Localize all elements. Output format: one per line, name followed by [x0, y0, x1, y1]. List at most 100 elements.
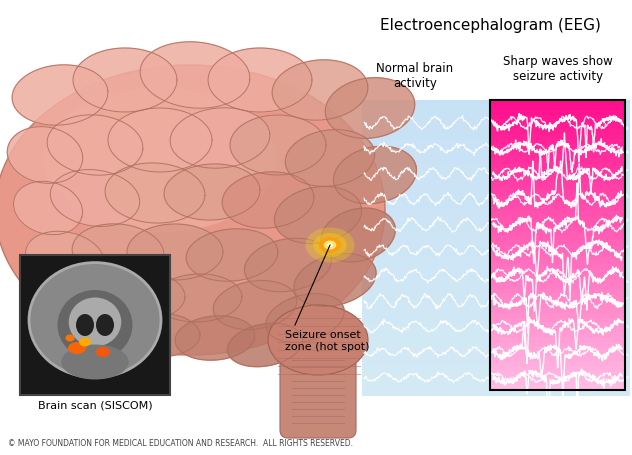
Polygon shape [62, 313, 138, 357]
Polygon shape [12, 65, 108, 125]
Ellipse shape [268, 305, 368, 375]
Polygon shape [228, 324, 303, 367]
Ellipse shape [313, 233, 347, 257]
Ellipse shape [29, 263, 161, 377]
Polygon shape [95, 270, 185, 320]
Bar [362, 380, 630, 386]
Text: Brain scan (SISCOM): Brain scan (SISCOM) [38, 401, 152, 411]
Bar [362, 144, 630, 150]
Polygon shape [266, 293, 344, 342]
Bar [362, 258, 630, 263]
Bar [490, 216, 625, 221]
Ellipse shape [79, 338, 91, 347]
Polygon shape [274, 187, 362, 243]
Bar [362, 272, 630, 278]
Bar [362, 115, 630, 120]
Bar [490, 163, 625, 168]
Bar [362, 297, 630, 302]
Bar [490, 172, 625, 178]
Bar [490, 250, 625, 255]
Ellipse shape [319, 237, 341, 253]
Bar [362, 188, 630, 194]
Bar [490, 177, 625, 182]
Polygon shape [105, 163, 205, 223]
Bar [490, 119, 625, 125]
Text: © MAYO FOUNDATION FOR MEDICAL EDUCATION AND RESEARCH.  ALL RIGHTS RESERVED.: © MAYO FOUNDATION FOR MEDICAL EDUCATION … [8, 439, 353, 448]
Bar [362, 248, 630, 253]
Polygon shape [154, 274, 242, 322]
Polygon shape [164, 164, 260, 220]
Ellipse shape [324, 241, 336, 249]
Bar [362, 370, 630, 376]
Bar [362, 105, 630, 110]
Bar [490, 337, 625, 342]
Bar [362, 307, 630, 312]
Bar [362, 174, 630, 179]
Bar [490, 313, 625, 318]
Polygon shape [116, 313, 200, 357]
Bar [490, 245, 625, 250]
Ellipse shape [68, 342, 86, 354]
Bar [490, 240, 625, 246]
Bar [490, 351, 625, 357]
FancyBboxPatch shape [280, 347, 356, 438]
Bar [362, 159, 630, 164]
Bar [490, 202, 625, 207]
Bar [490, 332, 625, 337]
Bar [362, 134, 630, 140]
Bar [490, 158, 625, 163]
Ellipse shape [66, 334, 75, 342]
Bar [362, 302, 630, 307]
Bar [362, 120, 630, 125]
Text: Electroencephalogram (EEG): Electroencephalogram (EEG) [380, 18, 600, 33]
Bar [490, 115, 625, 120]
Text: Normal brain
activity: Normal brain activity [377, 62, 454, 90]
Bar [490, 206, 625, 212]
Bar [362, 208, 630, 213]
Bar [490, 100, 625, 106]
Polygon shape [140, 42, 250, 108]
Bar [490, 342, 625, 347]
Polygon shape [72, 224, 164, 280]
Bar [490, 288, 625, 294]
Bar [490, 182, 625, 187]
Polygon shape [8, 126, 83, 183]
Polygon shape [294, 253, 376, 307]
Bar [490, 298, 625, 303]
Polygon shape [285, 130, 375, 187]
Ellipse shape [69, 298, 121, 347]
Bar [490, 226, 625, 231]
Polygon shape [186, 229, 278, 281]
Polygon shape [25, 231, 104, 285]
Bar [362, 365, 630, 371]
Bar [362, 110, 630, 115]
Bar [490, 100, 625, 390]
Bar [490, 143, 625, 149]
Bar [490, 371, 625, 376]
Bar [362, 311, 630, 317]
Ellipse shape [96, 314, 114, 336]
Polygon shape [208, 48, 312, 112]
Bar [490, 221, 625, 226]
Bar [362, 100, 630, 106]
Bar [20, 255, 170, 395]
Bar [362, 228, 630, 233]
Bar [490, 255, 625, 260]
Bar [362, 321, 630, 327]
Bar [362, 193, 630, 199]
Bar [490, 375, 625, 381]
Ellipse shape [0, 65, 385, 355]
Bar [490, 105, 625, 110]
Bar [362, 253, 630, 258]
Bar [362, 326, 630, 332]
Bar [490, 327, 625, 333]
Bar [490, 279, 625, 284]
Bar [362, 243, 630, 248]
Bar [490, 211, 625, 217]
Bar [490, 356, 625, 362]
Bar [490, 134, 625, 139]
Ellipse shape [43, 87, 277, 233]
Bar [490, 124, 625, 130]
Polygon shape [222, 172, 314, 228]
Text: Sharp waves show
seizure activity: Sharp waves show seizure activity [503, 55, 613, 83]
